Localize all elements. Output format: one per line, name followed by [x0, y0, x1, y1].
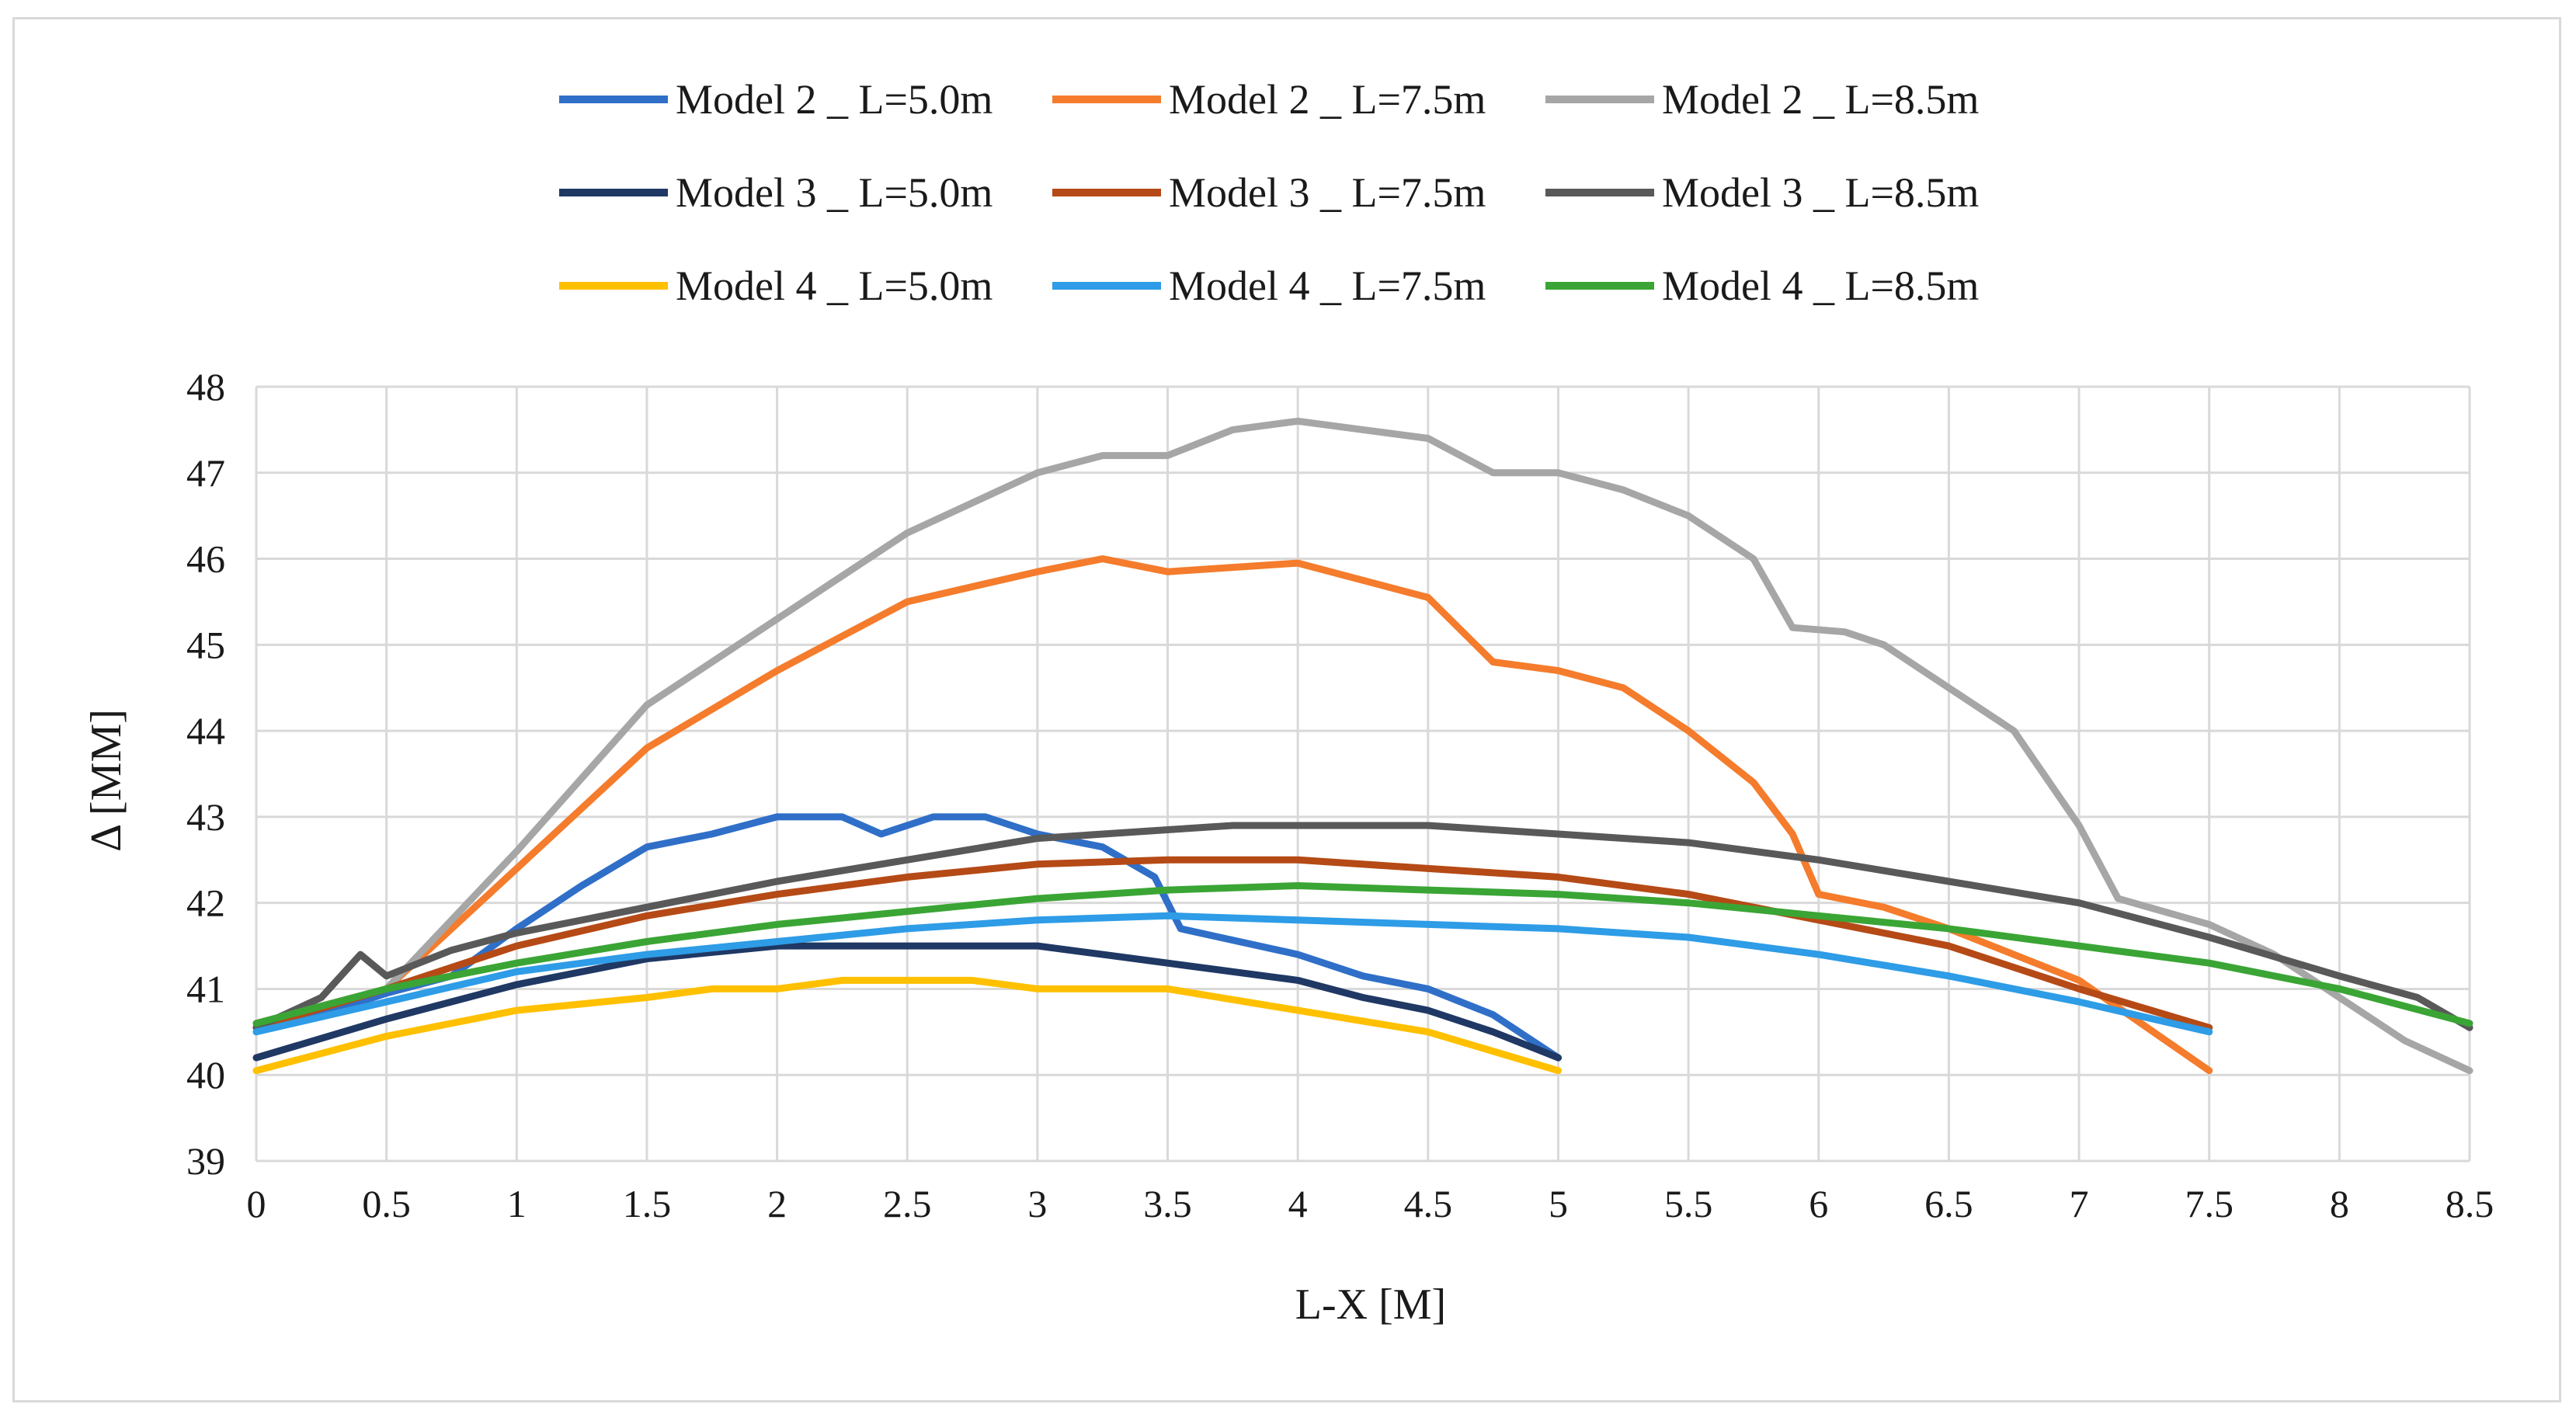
legend-label: Model 3 _ L=7.5m	[1169, 169, 1486, 216]
series-line	[252, 822, 2473, 1031]
y-tick-label: 41	[186, 967, 225, 1010]
y-tick-label: 45	[186, 623, 225, 666]
y-tick-label: 39	[186, 1139, 225, 1183]
x-tick-label: 1	[507, 1182, 527, 1225]
series-line	[252, 555, 2213, 1075]
y-axis-title: Δ [MM]	[82, 709, 130, 852]
legend-label: Model 2 _ L=5.0m	[676, 76, 993, 123]
series-line	[252, 976, 1562, 1075]
series-line	[252, 882, 2473, 1027]
x-tick-label: 3.5	[1143, 1182, 1192, 1225]
y-axis-ticks: 39 40 41 42 43 44 45 46 47 48	[186, 365, 225, 1183]
series-lines	[252, 417, 2473, 1075]
legend-label: Model 4 _ L=8.5m	[1662, 262, 1979, 309]
legend-item: Model 2 _ L=5.0m	[559, 76, 993, 123]
y-tick-label: 44	[186, 709, 225, 752]
legend-label: Model 2 _ L=7.5m	[1169, 76, 1486, 123]
x-tick-label: 4.5	[1404, 1182, 1453, 1225]
y-tick-label: 47	[186, 451, 225, 495]
x-tick-label: 4	[1288, 1182, 1308, 1225]
legend-item: Model 2 _ L=7.5m	[1052, 76, 1486, 123]
legend-label: Model 4 _ L=5.0m	[676, 262, 993, 309]
x-tick-label: 3	[1027, 1182, 1047, 1225]
series-line	[252, 856, 2213, 1031]
x-tick-label: 5	[1549, 1182, 1568, 1225]
x-tick-label: 8	[2330, 1182, 2349, 1225]
x-tick-label: 5.5	[1664, 1182, 1713, 1225]
legend-item: Model 2 _ L=8.5m	[1545, 76, 1979, 123]
x-tick-label: 2	[767, 1182, 787, 1225]
x-tick-label: 8.5	[2446, 1182, 2494, 1225]
x-tick-label: 6	[1809, 1182, 1828, 1225]
legend: Model 2 _ L=5.0m Model 2 _ L=7.5m Model 2 …	[559, 76, 1979, 309]
legend-label: Model 3 _ L=8.5m	[1662, 169, 1979, 216]
y-tick-label: 42	[186, 881, 225, 925]
legend-label: Model 3 _ L=5.0m	[676, 169, 993, 216]
series-line	[252, 813, 1562, 1062]
legend-item: Model 4 _ L=7.5m	[1052, 262, 1486, 309]
chart-area	[12, 17, 2561, 1402]
x-axis-title: L-X [M]	[1295, 1281, 1446, 1329]
y-tick-label: 40	[186, 1053, 225, 1097]
x-axis-ticks: 0 0.5 1 1.5 2 2.5 3 3.5 4 4.5 5 5.5 6 6.5 7 7.5 8 8.5	[247, 1182, 2494, 1225]
legend-item: Model 4 _ L=5.0m	[559, 262, 993, 309]
legend-item: Model 3 _ L=5.0m	[559, 169, 993, 216]
series-line	[252, 912, 2213, 1036]
legend-label: Model 2 _ L=8.5m	[1662, 76, 1979, 123]
x-tick-label: 1.5	[623, 1182, 672, 1225]
legend-item: Model 4 _ L=8.5m	[1545, 262, 1979, 309]
x-tick-label: 6.5	[1924, 1182, 1973, 1225]
x-tick-label: 7.5	[2185, 1182, 2234, 1225]
legend-item: Model 3 _ L=7.5m	[1052, 169, 1486, 216]
x-tick-label: 2.5	[883, 1182, 932, 1225]
y-tick-label: 46	[186, 537, 225, 581]
legend-item: Model 3 _ L=8.5m	[1545, 169, 1979, 216]
x-tick-label: 7	[2070, 1182, 2089, 1225]
series-line	[252, 942, 1562, 1062]
x-tick-label: 0.5	[362, 1182, 411, 1225]
grid	[255, 385, 2471, 1163]
y-tick-label: 43	[186, 795, 225, 839]
legend-label: Model 4 _ L=7.5m	[1169, 262, 1486, 309]
x-tick-label: 0	[247, 1182, 266, 1225]
series-line	[252, 417, 2473, 1075]
y-tick-label: 48	[186, 365, 225, 408]
